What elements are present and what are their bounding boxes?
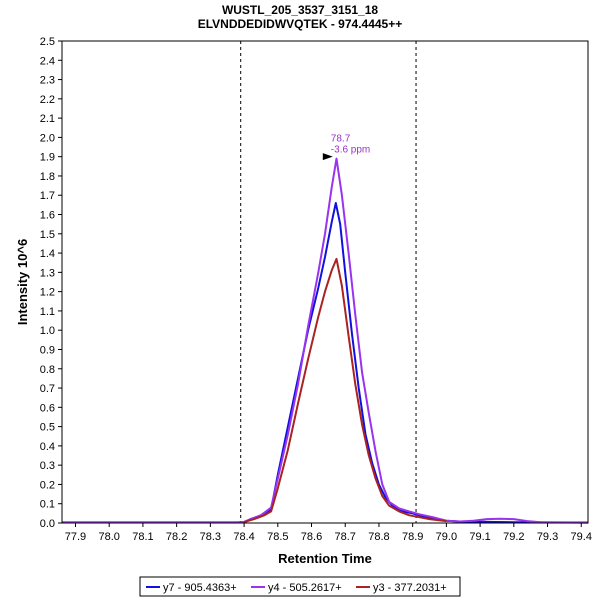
y-tick-label: 0.4	[40, 441, 55, 453]
peak-annotation: 78.7 -3.6 ppm	[322, 134, 370, 161]
annotation-time: 78.7	[331, 134, 351, 145]
x-tick-label: 79.2	[503, 531, 524, 543]
y-tick-label: 1.2	[40, 287, 55, 299]
x-tick-label: 79.1	[469, 531, 490, 543]
series-line-3	[243, 257, 447, 523]
legend-label-3: y3 - 377.2031+	[373, 582, 447, 594]
x-tick-label: 78.9	[402, 531, 423, 543]
x-tick-label: 78.8	[368, 531, 389, 543]
y-tick-label: 0.8	[40, 364, 55, 376]
y-tick-label: 1.3	[40, 267, 55, 279]
x-tick-label: 78.5	[267, 531, 288, 543]
y-tick-label: 1.9	[40, 152, 55, 164]
legend-box	[139, 576, 461, 597]
y-tick-label: 1.6	[40, 210, 55, 222]
x-tick-label: 78.2	[166, 531, 187, 543]
legend-label-1: y7 - 905.4363+	[163, 582, 237, 594]
integration-bounds	[240, 41, 417, 523]
y-tick-label: 0.3	[40, 460, 55, 472]
x-axis: 77.9 78.0 78.1 78.2 78.3 78.4 78.5 78.6 78.7 78.8…	[65, 523, 592, 543]
y-tick-label: 0.2	[40, 479, 55, 491]
y-tick-label: 2.5	[40, 36, 55, 48]
y-tick-label: 2.3	[40, 75, 55, 87]
x-tick-label: 79.3	[537, 531, 558, 543]
y-axis-label: Intensity 10^6	[15, 239, 30, 325]
x-tick-label: 79.4	[571, 531, 592, 543]
y-tick-label: 2.2	[40, 94, 55, 106]
x-tick-label: 78.0	[98, 531, 119, 543]
y-tick-label: 1.0	[40, 325, 55, 337]
x-tick-label: 78.3	[200, 531, 221, 543]
x-axis-label: Retention Time	[278, 551, 372, 566]
legend-label-2: y4 - 505.2617+	[268, 582, 342, 594]
plot-area	[61, 40, 589, 524]
x-tick-label: 79.0	[436, 531, 457, 543]
y-tick-label: 1.5	[40, 229, 55, 241]
y-tick-label: 2.0	[40, 132, 55, 144]
chart-title: WUSTL_205_3537_3151_18	[222, 3, 378, 17]
y-tick-label: 2.1	[40, 113, 55, 125]
y-axis: 0.0 0.1 0.2 0.3 0.4 0.5 0.6 0.7 0.8 0.9 1.0 1.1 1.2 1…	[40, 36, 62, 530]
y-tick-label: 1.7	[40, 190, 55, 202]
legend: y7 - 905.4363+ y4 - 505.2617+ y3 - 377.203…	[139, 576, 461, 597]
y-tick-label: 0.0	[40, 518, 55, 530]
peak-arrow-icon	[322, 153, 333, 161]
series-line-2	[62, 157, 588, 524]
y-tick-label: 2.4	[40, 55, 55, 67]
y-tick-label: 0.5	[40, 422, 55, 434]
x-tick-label: 77.9	[65, 531, 86, 543]
series-lines	[62, 157, 589, 524]
x-tick-label: 78.7	[335, 531, 356, 543]
y-tick-label: 1.8	[40, 171, 55, 183]
y-tick-label: 0.9	[40, 344, 55, 356]
x-tick-label: 78.1	[132, 531, 153, 543]
y-tick-label: 0.6	[40, 402, 55, 414]
x-tick-label: 78.4	[233, 531, 254, 543]
y-tick-label: 0.7	[40, 383, 55, 395]
annotation-ppm: -3.6 ppm	[331, 145, 370, 156]
y-tick-label: 1.4	[40, 248, 55, 260]
y-tick-label: 0.1	[40, 499, 55, 511]
chart-subtitle: ELVNDDEDIDWVQTEK - 974.4445++	[198, 17, 403, 31]
y-tick-label: 1.1	[40, 306, 55, 318]
x-tick-label: 78.6	[301, 531, 322, 543]
series-line-1	[62, 202, 589, 524]
